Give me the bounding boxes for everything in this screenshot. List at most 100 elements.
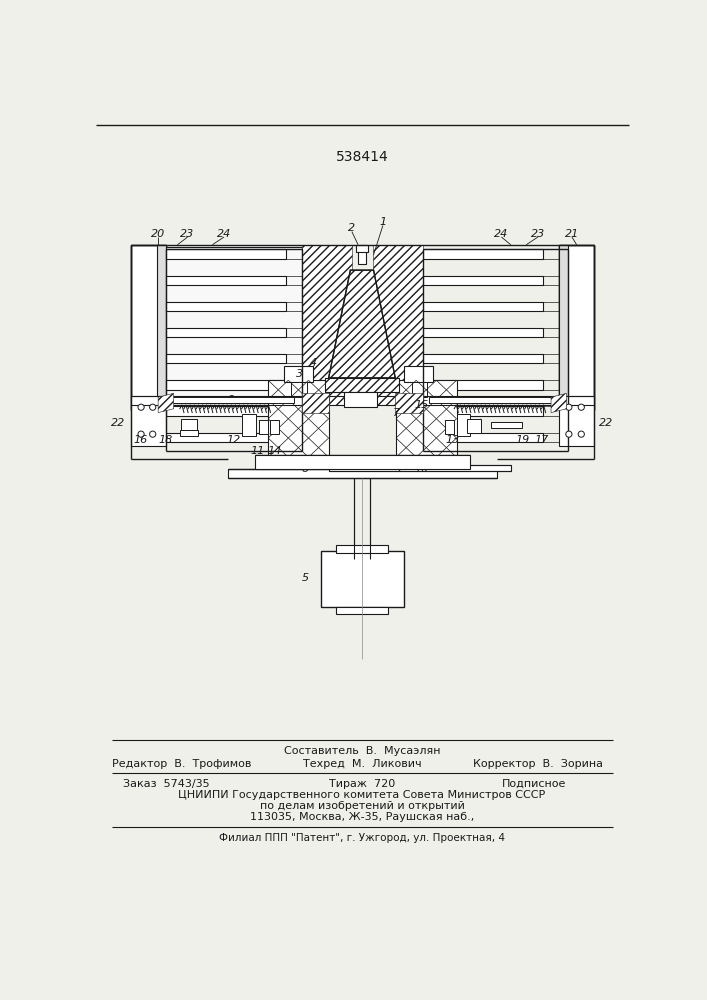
Bar	[337, 545, 388, 553]
Text: 18: 18	[159, 435, 173, 445]
Bar	[228, 469, 497, 478]
Polygon shape	[329, 270, 395, 378]
Bar	[559, 245, 594, 410]
Bar	[411, 382, 427, 397]
Bar	[131, 245, 166, 410]
Bar	[166, 354, 286, 363]
Bar	[423, 328, 559, 337]
Bar	[166, 302, 286, 311]
Bar	[396, 380, 457, 457]
Bar	[356, 245, 368, 252]
Text: 14: 14	[267, 446, 281, 456]
Bar	[131, 396, 166, 446]
Bar	[423, 302, 559, 311]
Bar	[180, 430, 199, 436]
Text: 20: 20	[151, 229, 165, 239]
Text: 24: 24	[217, 229, 231, 239]
Polygon shape	[158, 393, 174, 413]
Circle shape	[138, 404, 144, 410]
Bar	[423, 249, 559, 259]
Text: 1: 1	[380, 217, 387, 227]
Text: 15: 15	[414, 400, 428, 410]
Text: 3: 3	[296, 369, 303, 379]
Circle shape	[150, 404, 156, 410]
Text: Техред  М.  Ликович: Техред М. Ликович	[303, 759, 421, 769]
Bar	[423, 328, 543, 337]
Bar	[423, 433, 543, 442]
Bar	[423, 354, 559, 363]
Text: ЦНИИПИ Государственного комитета Совета Министров СССР: ЦНИИПИ Государственного комитета Совета …	[178, 790, 546, 800]
Bar	[337, 607, 388, 614]
Text: 4: 4	[310, 358, 317, 368]
Bar	[325, 378, 399, 392]
Bar	[259, 420, 268, 434]
Bar	[166, 406, 286, 416]
Bar	[166, 249, 301, 259]
Text: по делам изобретений и открытий: по делам изобретений и открытий	[259, 801, 464, 811]
Bar	[131, 245, 166, 410]
Bar	[166, 328, 286, 337]
Text: 22: 22	[111, 418, 125, 428]
Bar	[445, 420, 454, 434]
Polygon shape	[301, 393, 329, 413]
Bar	[166, 247, 301, 405]
Bar	[423, 276, 559, 285]
Bar	[156, 245, 166, 410]
Bar	[268, 380, 329, 457]
Text: 12: 12	[227, 435, 241, 445]
Bar	[329, 465, 510, 471]
Text: Филиал ППП "Патент", г. Ужгород, ул. Проектная, 4: Филиал ППП "Патент", г. Ужгород, ул. Про…	[219, 833, 505, 843]
Bar	[344, 392, 378, 407]
Bar	[166, 380, 301, 389]
Text: 19: 19	[515, 435, 530, 445]
Text: 24: 24	[494, 229, 508, 239]
Text: Корректор  В.  Зорина: Корректор В. Зорина	[473, 759, 603, 769]
Bar	[491, 422, 522, 428]
Bar	[423, 406, 559, 416]
Text: 6: 6	[226, 395, 233, 405]
Polygon shape	[551, 393, 566, 413]
Text: 22: 22	[599, 418, 613, 428]
Bar	[423, 354, 543, 363]
Text: 7: 7	[286, 462, 293, 472]
Bar	[242, 414, 256, 436]
Bar	[423, 433, 559, 442]
Text: 7: 7	[393, 408, 400, 418]
Text: 21: 21	[565, 229, 579, 239]
Text: 2: 2	[349, 223, 356, 233]
Bar	[166, 397, 293, 403]
Bar	[166, 276, 301, 285]
Text: 16: 16	[134, 435, 148, 445]
Text: 538414: 538414	[336, 150, 388, 164]
Bar	[423, 276, 543, 285]
Circle shape	[566, 431, 572, 437]
Bar	[325, 378, 399, 392]
Bar	[559, 245, 594, 410]
Bar	[166, 433, 286, 442]
Text: 9: 9	[395, 464, 402, 474]
Bar	[270, 420, 279, 434]
Text: 10: 10	[414, 464, 428, 474]
Text: Подписное: Подписное	[502, 779, 566, 789]
Bar	[166, 302, 301, 311]
Bar	[457, 414, 470, 436]
Circle shape	[578, 431, 585, 437]
Text: Редактор  В.  Трофимов: Редактор В. Трофимов	[112, 759, 251, 769]
Bar	[182, 419, 197, 430]
Text: 17: 17	[534, 435, 549, 445]
Text: Составитель  В.  Мусаэлян: Составитель В. Мусаэлян	[284, 746, 440, 756]
Bar	[423, 380, 559, 389]
Circle shape	[167, 399, 173, 405]
Circle shape	[150, 431, 156, 437]
Bar	[423, 302, 543, 311]
Bar	[166, 433, 301, 442]
Text: 8: 8	[302, 464, 309, 474]
Polygon shape	[395, 393, 423, 413]
Bar	[321, 551, 404, 607]
Bar	[255, 455, 469, 469]
Bar	[559, 245, 568, 410]
Bar	[166, 380, 286, 389]
Circle shape	[138, 431, 144, 437]
Bar	[358, 245, 366, 264]
Polygon shape	[301, 245, 352, 405]
